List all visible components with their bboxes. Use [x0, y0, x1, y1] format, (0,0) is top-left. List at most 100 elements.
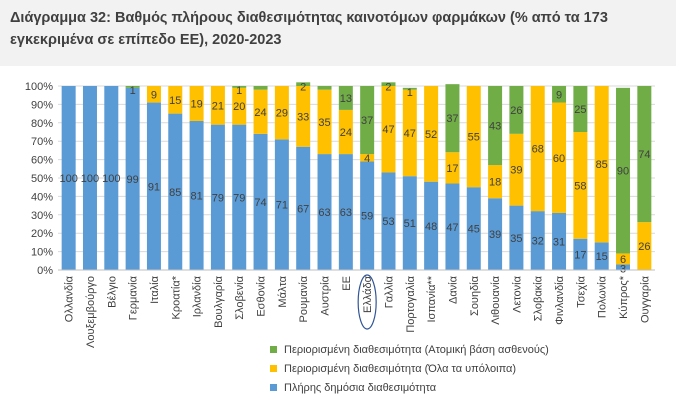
data-label: 15 [169, 95, 181, 107]
bar-segment [82, 86, 97, 270]
bar-segment [402, 87, 417, 90]
bar-segment [296, 146, 311, 270]
bar-segment [168, 113, 183, 270]
data-label: 47 [382, 124, 394, 136]
data-label: 85 [596, 159, 608, 171]
bar-segment [61, 86, 76, 270]
data-label: 32 [532, 236, 544, 248]
bar-segment [360, 161, 375, 270]
category-label: Λουξεμβούργο [85, 276, 97, 348]
bar-segment [168, 86, 183, 114]
bar-segment [253, 86, 268, 90]
category-label: Πολωνία [597, 275, 609, 318]
y-tick-label: 80% [31, 118, 53, 130]
category-label: Ιρλανδία [192, 275, 204, 317]
bar-segment [125, 87, 140, 270]
data-label: 47 [404, 128, 416, 140]
data-label: 1 [130, 85, 136, 97]
data-label: 9 [556, 89, 562, 101]
data-label: 74 [638, 149, 650, 161]
data-label: 58 [574, 180, 586, 192]
data-label: 17 [574, 249, 586, 261]
data-label: 26 [510, 105, 522, 117]
data-label: 37 [446, 113, 458, 125]
category-label: Σλοβενία [234, 275, 246, 319]
data-label: 9 [151, 89, 157, 101]
data-label: 48 [425, 221, 437, 233]
data-label: 29 [276, 108, 288, 120]
bar-segment [616, 87, 631, 254]
data-label: 68 [532, 144, 544, 156]
data-label: 26 [638, 241, 650, 253]
bar-segment [104, 86, 119, 270]
data-label: 6 [620, 254, 626, 266]
category-label: Γαλλία [383, 275, 395, 308]
data-label: 51 [404, 218, 416, 230]
bar-segment [338, 86, 353, 110]
legend-label: Περιορισμένη διαθεσιμότητα (Ατομική βάση… [284, 344, 549, 356]
bar-segment [274, 139, 289, 270]
bar-segment [466, 86, 481, 188]
bar-segment [381, 86, 396, 173]
bar-segment [616, 264, 631, 270]
y-tick-label: 100% [25, 81, 53, 93]
bar-segment [146, 86, 161, 103]
bar-segment [360, 86, 375, 155]
y-tick-label: 40% [31, 191, 53, 203]
bar-segment [509, 133, 524, 206]
data-label: 13 [340, 93, 352, 105]
bar-segment [573, 238, 588, 270]
data-label: 59 [361, 211, 373, 223]
category-label: Γερμανία [128, 275, 140, 320]
bar-segment [530, 211, 545, 270]
y-tick-label: 0% [37, 265, 53, 277]
data-label: 55 [468, 132, 480, 144]
data-label: 2 [300, 81, 306, 93]
bar-segment [210, 86, 225, 125]
data-label: 1 [407, 87, 413, 99]
legend-swatch [270, 365, 277, 372]
category-label: Τσεχία [575, 275, 587, 307]
bar-segment [402, 176, 417, 270]
data-label: 20 [233, 101, 245, 113]
bar-segment [573, 86, 588, 132]
data-label: 24 [340, 127, 352, 139]
bar-segment [445, 152, 460, 184]
data-label: 47 [446, 222, 458, 234]
data-label: 79 [233, 192, 245, 204]
bar-segment [360, 154, 375, 162]
data-label: 85 [169, 187, 181, 199]
data-label: 60 [553, 153, 565, 165]
bar-segment [552, 102, 567, 213]
data-label: 43 [489, 121, 501, 133]
data-label: 71 [276, 200, 288, 212]
y-tick-label: 20% [31, 228, 53, 240]
bar-segment [146, 102, 161, 270]
category-label: Κύπρος* [618, 275, 630, 319]
data-label: 67 [297, 203, 309, 215]
data-label: 24 [254, 107, 266, 119]
category-label: Εσθονία [256, 275, 268, 316]
legend-swatch [270, 346, 277, 353]
bar-segment [189, 86, 204, 121]
category-label: Ισπανία** [426, 275, 438, 322]
category-label: Λιθουανία [490, 275, 502, 324]
data-label: 53 [382, 216, 394, 228]
bar-segment [381, 82, 396, 86]
data-label: 45 [468, 224, 480, 236]
data-label: 79 [212, 192, 224, 204]
bar-segment [573, 132, 588, 239]
category-label: Ελλάδα [362, 275, 374, 313]
bar-segment [189, 120, 204, 271]
chart-title: Διάγραμμα 32: Βαθμός πλήρους διαθεσιμότη… [10, 10, 608, 48]
bar-segment [488, 198, 503, 270]
bar-segment [637, 86, 652, 223]
bar-segment [445, 183, 460, 270]
bar-segment [317, 89, 332, 155]
data-label: 17 [446, 163, 458, 175]
category-label: Πορτογαλία [405, 275, 417, 332]
category-label: Μάλτα [277, 275, 289, 307]
bar-segment [274, 86, 289, 140]
bar-segment [424, 86, 439, 182]
